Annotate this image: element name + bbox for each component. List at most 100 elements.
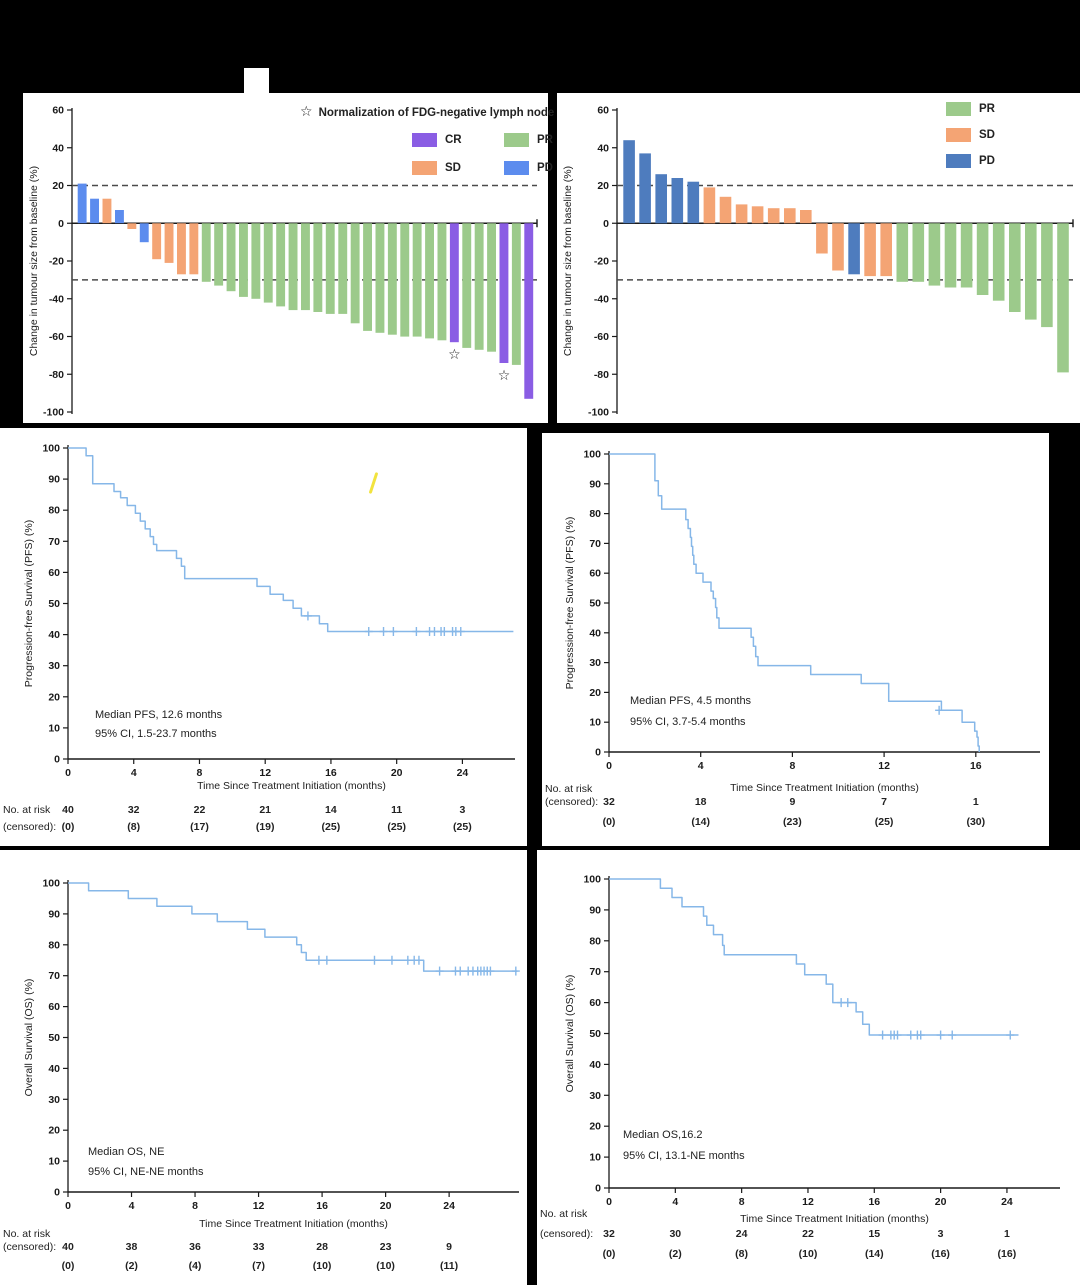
y-tick-label: 60 (597, 105, 609, 117)
waterfall-bar (425, 223, 434, 339)
waterfall-bar (226, 223, 236, 292)
y-tick-label: 80 (589, 935, 601, 947)
risk-value: 30 (669, 1228, 682, 1240)
waterfall-bar (487, 223, 496, 352)
waterfall-bar (288, 223, 298, 311)
waterfall-bar (189, 223, 199, 275)
waterfall-bar (864, 223, 876, 277)
y-tick-label: 100 (583, 874, 601, 886)
median-annotation: Median PFS, 12.6 months (95, 709, 223, 721)
risk-value: (25) (321, 821, 341, 833)
legend-label: PD (537, 162, 553, 174)
waterfall-bar (832, 223, 844, 271)
legend-item-cr: CR (412, 126, 504, 154)
risk-value: (30) (966, 816, 986, 828)
waterfall-bar (639, 153, 651, 224)
risk-row-label: No. at risk (3, 1228, 51, 1240)
ci-annotation: 95% CI, NE-NE months (88, 1166, 204, 1178)
legend-label: PR (537, 134, 553, 146)
x-tick-label: 24 (1001, 1196, 1013, 1208)
y-tick-label: 20 (589, 1121, 601, 1133)
x-tick-label: 16 (970, 760, 982, 772)
km-curve (68, 882, 518, 972)
waterfall-bar (912, 223, 925, 282)
x-tick-label: 4 (131, 767, 137, 779)
risk-value: (0) (602, 816, 616, 828)
risk-row-label: No. at risk (540, 1208, 588, 1220)
y-tick-label: 10 (48, 722, 60, 734)
waterfall-bar (177, 223, 186, 275)
risk-value: (10) (312, 1260, 332, 1272)
waterfall-bar (511, 223, 521, 365)
risk-row-label: No. at risk (3, 804, 51, 816)
y-tick-label: 0 (54, 754, 60, 766)
risk-value: (0) (61, 821, 75, 833)
risk-value: (2) (668, 1248, 682, 1260)
pd-swatch-icon (946, 154, 971, 168)
y-tick-label: 60 (52, 105, 64, 117)
km-curve (609, 878, 1019, 1036)
waterfall-bar (201, 223, 211, 282)
legend-label: SD (979, 129, 995, 141)
y-tick-label: 30 (48, 660, 60, 672)
ci-annotation: 95% CI, 1.5-23.7 months (95, 728, 217, 740)
risk-value: (8) (127, 821, 141, 833)
risk-value: (14) (864, 1248, 884, 1260)
risk-value: 32 (127, 804, 140, 816)
y-tick-label: 100 (42, 878, 60, 890)
y-tick-label: -40 (49, 293, 64, 305)
y-tick-label: 90 (48, 474, 60, 486)
waterfall-bar (437, 223, 447, 341)
km-curve (68, 447, 514, 633)
risk-value: 1 (1003, 1228, 1010, 1240)
pfs-km-panel-cohort-b: 100 90 80 70 60 50 40 30 20 10 0 0 4 8 12 16 Progresssio… (542, 433, 1049, 846)
legend-label: SD (445, 162, 461, 174)
waterfall-bar (375, 223, 385, 333)
legend-item-sd: SD (946, 122, 995, 148)
risk-value: 38 (125, 1241, 138, 1253)
y-tick-label: 10 (48, 1156, 60, 1168)
risk-value: (0) (61, 1260, 75, 1272)
risk-row-label: (censored): (545, 796, 599, 808)
risk-value: 21 (259, 804, 272, 816)
y-tick-label: 40 (589, 1059, 601, 1071)
waterfall-bar (152, 223, 162, 260)
km-annotation: Median PFS, 12.6 months 95% CI, 1.5-23.7… (95, 709, 222, 740)
x-tick-label: 20 (391, 767, 403, 779)
x-axis-title: Time Since Treatment Initiation (months) (199, 1218, 388, 1230)
scan-notch-artifact (244, 68, 269, 93)
y-tick-label: 0 (58, 218, 64, 230)
risk-value: (25) (453, 821, 472, 833)
x-axis-title: Time Since Treatment Initiation (months) (740, 1213, 929, 1225)
y-axis-title: Overall Survival (OS) (%) (23, 979, 35, 1097)
waterfall-bar (703, 187, 716, 224)
legend-item-pr: PR (504, 126, 596, 154)
waterfall-bar (816, 223, 828, 254)
legend-cohort-b: PR SD PD (946, 96, 995, 174)
median-annotation: Median PFS, 4.5 months (630, 695, 752, 707)
risk-row-label: (censored): (540, 1228, 594, 1240)
y-tick-label: 0 (595, 747, 601, 759)
risk-value: 28 (316, 1241, 328, 1253)
y-axis-title: Overall Survival (OS) (%) (564, 975, 576, 1093)
x-tick-label: 16 (316, 1200, 328, 1212)
waterfall-bar (992, 223, 1005, 301)
legend-cohort-a: CR PR SD PD (412, 126, 596, 182)
waterfall-bar (301, 223, 310, 311)
x-tick-label: 0 (606, 1196, 612, 1208)
waterfall-bar (387, 223, 397, 335)
x-tick-label: 8 (192, 1200, 198, 1212)
y-tick-label: 40 (589, 627, 601, 639)
risk-value: 11 (391, 804, 403, 816)
legend-item-pr: PR (946, 96, 995, 122)
waterfall-bar (976, 223, 989, 295)
risk-value: 15 (868, 1228, 881, 1240)
waterfall-bar (848, 223, 860, 275)
x-tick-label: 8 (789, 760, 795, 772)
waterfall-bar (251, 223, 261, 299)
y-tick-label: -100 (588, 407, 609, 419)
waterfall-bar (462, 223, 472, 348)
